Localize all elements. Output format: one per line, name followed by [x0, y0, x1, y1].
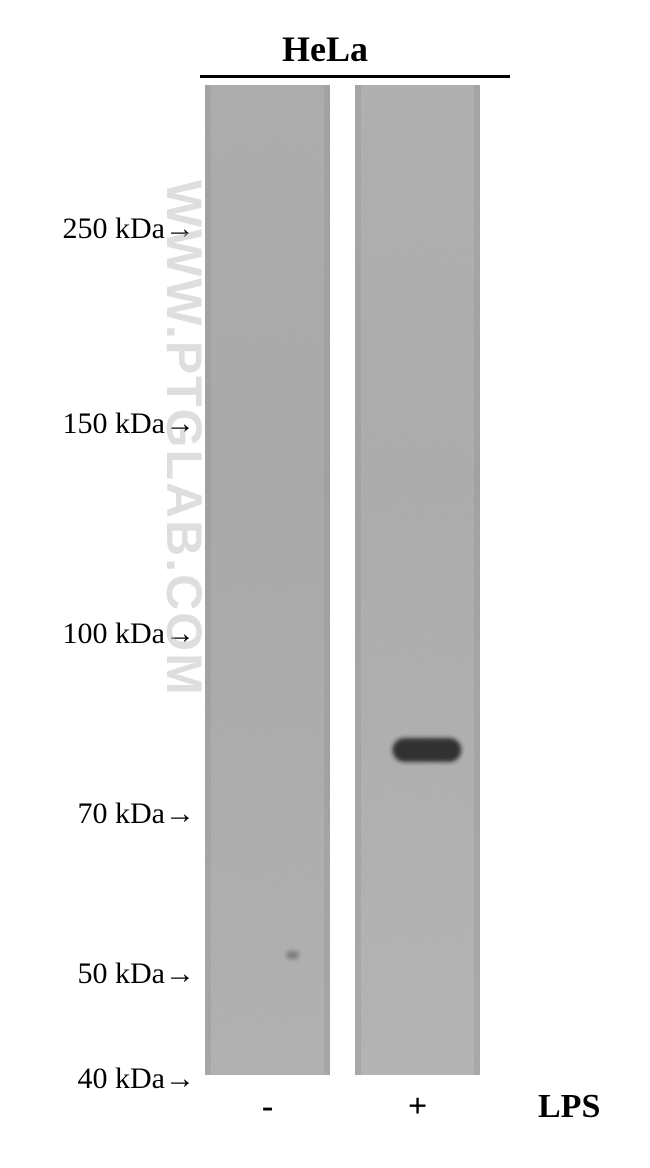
treatment-label: LPS [538, 1088, 600, 1126]
mw-marker-label: 70 kDa→ [78, 797, 195, 831]
blot-lane-treated [355, 85, 480, 1075]
cell-line-title: HeLa [0, 28, 650, 70]
western-blot-figure: HeLa WWW.PTGLAB.COM 250 kDa→150 kDa→100 … [0, 0, 650, 1168]
blot-lane-untreated [205, 85, 330, 1075]
mw-marker-label: 100 kDa→ [63, 617, 195, 651]
mw-marker-label: 50 kDa→ [78, 957, 195, 991]
mw-marker-label: 150 kDa→ [63, 407, 195, 441]
title-underline-bar [200, 75, 510, 78]
mw-marker-label: 40 kDa→ [78, 1062, 195, 1096]
mw-marker-label: 250 kDa→ [63, 212, 195, 246]
lane-condition-label: + [355, 1088, 480, 1126]
lane-condition-label: - [205, 1088, 330, 1126]
